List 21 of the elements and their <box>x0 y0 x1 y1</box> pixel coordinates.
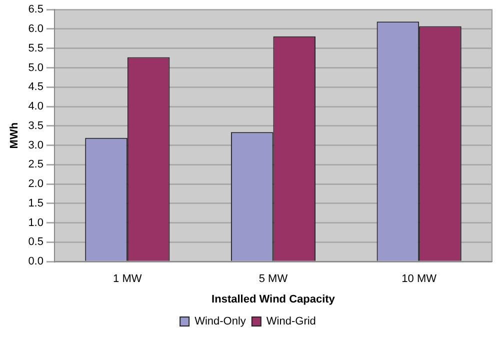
y-tick-label: 5.5 <box>28 42 44 54</box>
x-axis-title: Installed Wind Capacity <box>212 293 336 306</box>
x-tick-label: 10 MW <box>402 273 438 286</box>
y-tick-label: 6.5 <box>28 4 44 16</box>
x-tick-label: 5 MW <box>258 273 288 286</box>
legend-label: Wind-Only <box>194 316 246 328</box>
y-tick-label: 6.0 <box>28 23 44 36</box>
y-tick-label: 2.0 <box>28 178 44 190</box>
y-tick-label: 0.5 <box>28 236 44 248</box>
y-tick-label: 5.0 <box>28 62 44 74</box>
y-tick-label: 2.5 <box>28 158 44 171</box>
y-tick-label: 4.0 <box>28 100 44 113</box>
y-axis-title: MWh <box>8 122 21 149</box>
y-tick-label: 1.0 <box>28 216 44 229</box>
y-tick-label: 3.5 <box>28 120 44 132</box>
x-tick-label: 1 MW <box>113 273 142 286</box>
y-tick-label: 0.0 <box>28 256 44 268</box>
y-tick-label: 3.0 <box>28 139 44 152</box>
y-tick-label: 4.5 <box>28 81 44 94</box>
legend-label: Wind-Grid <box>266 316 316 328</box>
y-tick-label: 1.5 <box>28 197 44 210</box>
